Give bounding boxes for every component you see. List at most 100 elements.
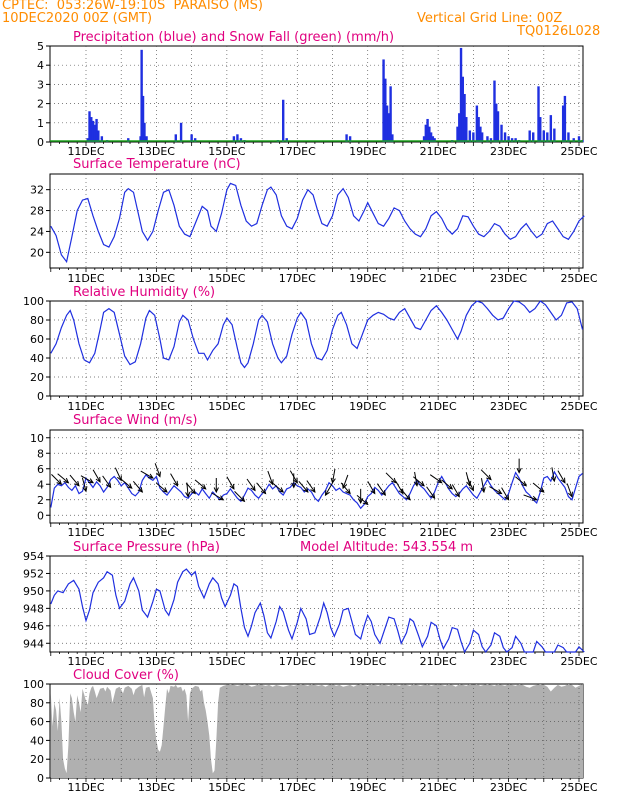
wind-arrow <box>376 483 386 496</box>
x-tick-label: 13DEC <box>138 781 175 794</box>
x-tick-label: 19DEC <box>349 655 386 668</box>
precip-bar <box>463 94 466 142</box>
wind-arrow-head <box>250 485 256 492</box>
panel-title: Precipitation (blue) and Snow Fall (gree… <box>73 30 394 45</box>
y-tick-label: 2 <box>37 494 44 507</box>
y-tick-label: 0 <box>37 772 44 785</box>
precip-bar <box>486 136 489 142</box>
x-tick-label: 11DEC <box>67 526 104 539</box>
wind-arrow-head <box>430 493 436 500</box>
wind-arrow-head <box>398 488 404 495</box>
x-tick-label: 19DEC <box>349 526 386 539</box>
wind-arrow-head <box>292 477 298 484</box>
precip-bar <box>433 138 436 142</box>
wind-arrow-head <box>117 475 122 482</box>
precip-bar <box>382 59 385 142</box>
precip-bar <box>345 134 348 142</box>
wind-arrow-head <box>137 487 144 493</box>
series-line <box>50 568 585 654</box>
panel-0 <box>46 45 584 146</box>
precip-bar <box>567 132 570 142</box>
precip-bar <box>431 136 435 142</box>
y-tick-label: 20 <box>30 371 44 384</box>
x-tick-label: 11DEC <box>67 781 104 794</box>
panel-title: Surface Pressure (hPa) <box>73 540 220 555</box>
wind-arrow-head <box>521 481 528 487</box>
wind-arrow <box>210 492 224 501</box>
y-tick-label: 6 <box>37 463 44 476</box>
wind-arrow-head <box>454 491 460 498</box>
x-tick-label: 15DEC <box>208 781 245 794</box>
header-grid-note: Vertical Grid Line: 00Z <box>417 11 563 26</box>
wind-arrow-head <box>229 483 235 490</box>
header-model-id: TQ0126L028 <box>517 24 601 39</box>
precip-bar <box>86 138 89 142</box>
x-tick-label: 19DEC <box>349 400 386 413</box>
x-tick-label: 13DEC <box>138 526 175 539</box>
wind-arrow-head <box>162 487 168 493</box>
precip-bar <box>239 138 243 142</box>
wind-arrow <box>92 469 101 483</box>
wind-arrow-head <box>239 496 246 503</box>
wind-arrow-head <box>380 490 386 497</box>
x-tick-label: 23DEC <box>490 526 527 539</box>
wind-arrow <box>57 473 69 484</box>
wind-arrow <box>367 481 376 494</box>
precip-bar <box>387 113 391 142</box>
y-tick-label: 100 <box>23 678 44 691</box>
precip-bar <box>532 132 535 142</box>
y-tick-label: 8 <box>37 447 44 460</box>
x-tick-label: 21DEC <box>420 781 457 794</box>
x-tick-label: 21DEC <box>420 400 457 413</box>
precip-bar <box>174 134 177 142</box>
wind-arrow-head <box>200 484 207 490</box>
series-line <box>50 182 585 264</box>
precip-bar <box>348 136 352 142</box>
y-tick-label: 100 <box>23 295 44 308</box>
wind-arrow <box>194 479 207 490</box>
wind-arrow <box>332 468 336 483</box>
wind-arrow-head <box>447 484 454 490</box>
precip-bar <box>456 126 459 142</box>
y-tick-label: 4 <box>37 59 44 72</box>
wind-arrow <box>515 476 527 487</box>
wind-arrow <box>51 473 62 485</box>
wind-arrow-head <box>436 478 443 484</box>
x-tick-label: 25DEC <box>560 781 597 794</box>
wind-arrow-head <box>310 486 316 493</box>
wind-arrow <box>489 486 502 494</box>
precip-bar <box>193 138 197 142</box>
x-tick-label: 17DEC <box>279 781 316 794</box>
wind-arrow <box>523 494 537 501</box>
precip-bar <box>477 117 480 142</box>
wind-arrow <box>256 482 266 494</box>
wind-arrow-head <box>185 491 191 498</box>
wind-arrow <box>466 477 474 491</box>
precip-bar <box>236 134 239 142</box>
x-tick-label: 13DEC <box>138 272 175 285</box>
wind-arrow <box>170 473 178 487</box>
wind-arrow-head <box>218 495 225 501</box>
x-tick-label: 15DEC <box>208 145 245 158</box>
wind-arrow-head <box>291 482 297 489</box>
y-tick-label: 954 <box>23 550 44 563</box>
wind-arrow-head <box>469 485 474 492</box>
y-tick-label: 20 <box>30 246 44 259</box>
wind-arrow <box>186 482 189 497</box>
wind-arrow <box>356 495 369 505</box>
plot-frame <box>49 555 584 653</box>
precip-bar <box>528 130 531 142</box>
y-tick-label: 40 <box>30 734 44 747</box>
x-tick-label: 13DEC <box>138 655 175 668</box>
wind-arrow-head <box>268 479 274 486</box>
wind-arrow-head <box>63 477 70 484</box>
precip-bar <box>93 124 97 142</box>
wind-arrow <box>114 467 122 481</box>
precip-bar <box>514 138 517 142</box>
plot-frame <box>49 300 584 397</box>
wind-arrow-head <box>147 473 154 479</box>
x-tick-label: 23DEC <box>490 272 527 285</box>
x-tick-label: 13DEC <box>138 400 175 413</box>
panel-title: Relative Humidity (%) <box>73 285 215 300</box>
precip-bar <box>424 124 428 142</box>
